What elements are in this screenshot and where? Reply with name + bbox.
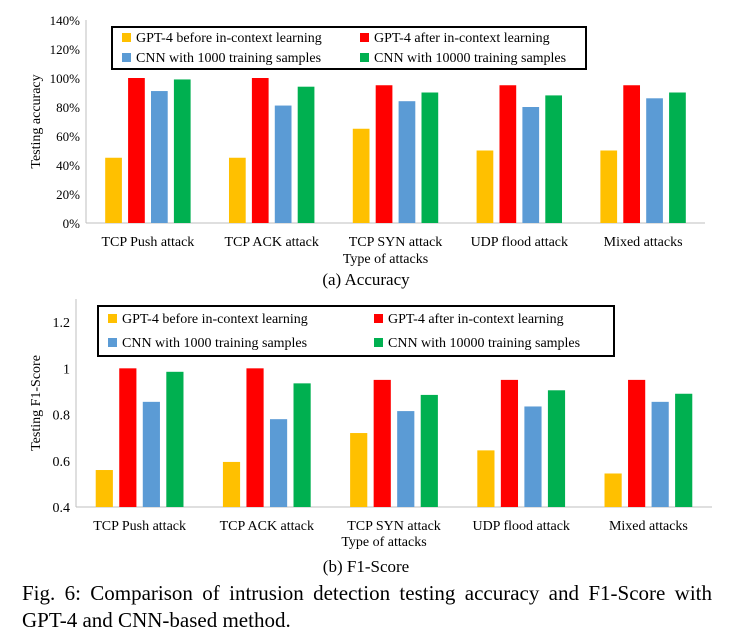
bar <box>476 150 494 223</box>
category-label: TCP Push attack <box>101 235 194 250</box>
legend-label: CNN with 10000 training samples <box>374 51 566 66</box>
figure-caption: Fig. 6: Comparison of intrusion detectio… <box>22 581 712 632</box>
legend-swatch <box>360 53 369 62</box>
legend-box <box>111 26 587 70</box>
legend-swatch <box>108 338 117 347</box>
bar <box>251 78 269 223</box>
bar <box>352 128 370 223</box>
bar <box>522 107 540 223</box>
bar <box>142 401 160 507</box>
legend: GPT-4 before in-context learning GPT-4 af… <box>97 305 615 357</box>
bar <box>105 157 122 223</box>
category-label: Mixed attacks <box>609 519 688 534</box>
bar <box>350 433 368 507</box>
y-tick-label: 0.4 <box>53 501 71 516</box>
bar <box>166 371 184 507</box>
legend-swatch <box>122 33 131 42</box>
bar <box>128 78 145 223</box>
bar <box>499 85 517 223</box>
bar <box>669 92 686 223</box>
legend-swatch <box>374 314 383 323</box>
y-tick-label: 0.6 <box>53 455 71 470</box>
legend-label: CNN with 10000 training samples <box>388 336 580 351</box>
category-label: TCP ACK attack <box>220 519 314 534</box>
y-tick-label: 40% <box>56 158 80 173</box>
y-axis-label: Testing accuracy <box>29 74 44 168</box>
chart-f1-score: 0.4 0.6 0.8 1 1.2 Testing F1-Score TCP Push at… <box>29 299 712 576</box>
bar <box>222 461 241 507</box>
bar <box>373 379 391 507</box>
legend-label: GPT-4 before in-context learning <box>136 31 322 46</box>
y-axis-label: Testing F1-Score <box>29 355 44 451</box>
bar <box>269 419 288 507</box>
category-label: TCP SYN attack <box>347 519 441 534</box>
legend-box <box>97 305 615 357</box>
legend-label: GPT-4 before in-context learning <box>122 312 308 327</box>
bar <box>150 91 168 223</box>
legend-label: CNN with 1000 training samples <box>136 51 321 66</box>
category-label: TCP SYN attack <box>349 235 443 250</box>
bar <box>375 85 393 223</box>
y-tick-label: 140% <box>50 13 81 28</box>
bar <box>623 85 641 223</box>
y-tick-label: 0% <box>63 216 81 231</box>
legend-label: GPT-4 after in-context learning <box>388 312 564 327</box>
bar <box>397 411 415 507</box>
subfigure-caption: (a) Accuracy <box>322 270 410 289</box>
x-axis-label: Type of attacks <box>341 535 426 550</box>
bar <box>420 394 438 507</box>
bar <box>628 379 646 507</box>
y-tick-label: 60% <box>56 129 80 144</box>
bar <box>293 383 311 507</box>
bar <box>604 473 622 507</box>
legend: GPT-4 before in-context learning GPT-4 af… <box>111 26 587 70</box>
chart-accuracy: 0% 20% 40% 60% 80% 100% 120% 140% Testing accura… <box>29 13 705 289</box>
legend-swatch <box>122 53 131 62</box>
bar <box>651 401 669 507</box>
legend-label: CNN with 1000 training samples <box>122 336 307 351</box>
legend-swatch <box>108 314 117 323</box>
y-tick-label: 100% <box>50 71 81 86</box>
category-label: UDP flood attack <box>472 519 569 534</box>
bar <box>274 105 292 223</box>
y-tick-label: 0.8 <box>53 409 71 424</box>
bar <box>600 150 618 223</box>
bar <box>421 92 439 223</box>
legend-label: GPT-4 after in-context learning <box>374 31 550 46</box>
y-tick-label: 1 <box>63 362 70 377</box>
bar <box>477 450 495 507</box>
bar <box>173 79 191 223</box>
bar <box>524 406 542 507</box>
bar <box>246 368 264 507</box>
legend-swatch <box>374 338 383 347</box>
figure: 0% 20% 40% 60% 80% 100% 120% 140% Testing accura… <box>29 13 712 576</box>
x-axis-label: Type of attacks <box>343 252 428 267</box>
legend-swatch <box>360 33 369 42</box>
category-label: UDP flood attack <box>471 235 568 250</box>
bar <box>500 379 519 507</box>
bar <box>398 101 416 223</box>
subfigure-caption: (b) F1-Score <box>323 557 409 576</box>
y-tick-label: 1.2 <box>53 316 71 331</box>
bar <box>119 368 137 507</box>
y-tick-label: 120% <box>50 42 81 57</box>
bar <box>675 393 693 507</box>
bar <box>545 95 563 223</box>
category-label: TCP Push attack <box>93 519 186 534</box>
y-tick-label: 80% <box>56 100 80 115</box>
bar <box>297 86 315 223</box>
bar <box>646 98 663 223</box>
category-label: Mixed attacks <box>604 235 683 250</box>
bar <box>228 157 246 223</box>
bar <box>95 470 113 507</box>
y-tick-label: 20% <box>56 187 80 202</box>
bar <box>547 390 566 507</box>
category-label: TCP ACK attack <box>225 235 319 250</box>
